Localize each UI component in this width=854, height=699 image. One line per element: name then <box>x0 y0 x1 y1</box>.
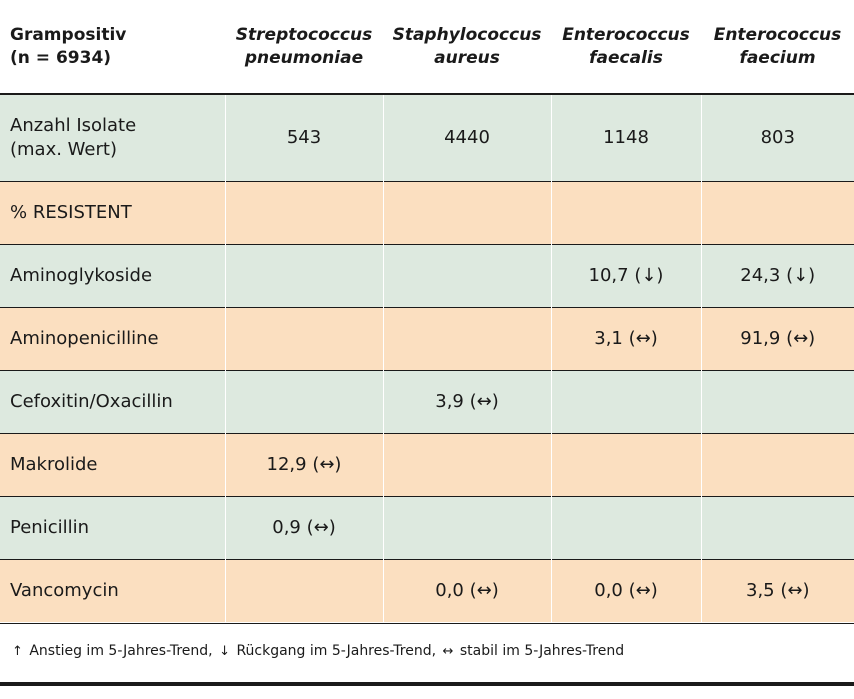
table-cell: 0,9 (↔) <box>224 496 383 559</box>
legend-up-text: Anstieg im 5-Jahres-Trend, <box>29 643 213 659</box>
header-species-2: Staphylococcus aureus <box>383 0 551 94</box>
table-cell <box>382 496 551 559</box>
section-label: % RESISTENT <box>10 201 132 223</box>
table-cell: 3,5 (↔) <box>700 559 854 622</box>
species-epithet: faecium <box>739 47 816 68</box>
table-cell: 3,1 (↔) <box>550 307 701 370</box>
table-cell <box>224 181 383 244</box>
header-species-1: Streptococcus pneumoniae <box>225 0 383 94</box>
table-cell <box>550 433 701 496</box>
arrow-down-icon: ↓ <box>219 643 230 659</box>
header-corner: Grampositiv (n = 6934) <box>0 0 225 94</box>
table-cell <box>382 181 551 244</box>
table-row: Penicillin 0,9 (↔) <box>0 496 854 559</box>
row-label: Makrolide <box>10 453 98 475</box>
table-row-isolates: Anzahl Isolate (max. Wert) 543 4440 1148… <box>0 94 854 181</box>
table-cell: 0,0 (↔) <box>382 559 551 622</box>
species-genus: Streptococcus <box>235 24 373 45</box>
row-label: Cefoxitin/Oxacillin <box>10 390 173 412</box>
table-cell <box>550 496 701 559</box>
table-cell: 1148 <box>550 94 701 181</box>
table-cell <box>224 370 383 433</box>
table-cell <box>700 433 854 496</box>
table-cell <box>700 181 854 244</box>
header-species-4: Enterococcus faecium <box>701 0 854 94</box>
table-cell <box>382 307 551 370</box>
table-row: Aminoglykoside 10,7 (↓) 24,3 (↓) <box>0 244 854 307</box>
row-label: Penicillin <box>10 516 90 538</box>
table-cell: 0,0 (↔) <box>550 559 701 622</box>
table-header: Grampositiv (n = 6934) Streptococcus pne… <box>0 0 854 94</box>
table-cell <box>550 370 701 433</box>
species-epithet: pneumoniae <box>244 47 364 68</box>
resistance-table: Grampositiv (n = 6934) Streptococcus pne… <box>0 0 854 622</box>
legend-footnote: ↑ Anstieg im 5-Jahres-Trend, ↓ Rückgang … <box>10 643 624 659</box>
table-row-section: % RESISTENT <box>0 181 854 244</box>
table-cell <box>224 307 383 370</box>
table-cell: 24,3 (↓) <box>700 244 854 307</box>
row-label: Aminoglykoside <box>10 264 153 286</box>
header-species-3: Enterococcus faecalis <box>551 0 701 94</box>
species-epithet: aureus <box>434 47 500 68</box>
table-cell <box>700 370 854 433</box>
table-cell <box>382 244 551 307</box>
header-corner-line1: Grampositiv <box>10 24 127 45</box>
table-body: Anzahl Isolate (max. Wert) 543 4440 1148… <box>0 94 854 622</box>
table-cell: 12,9 (↔) <box>224 433 383 496</box>
species-genus: Staphylococcus <box>392 24 542 45</box>
isolates-label-line2: (max. Wert) <box>10 138 117 160</box>
table-cell: 803 <box>700 94 854 181</box>
species-epithet: faecalis <box>589 47 663 68</box>
table-row: Makrolide 12,9 (↔) <box>0 433 854 496</box>
table-cell: 543 <box>224 94 383 181</box>
table-cell: 4440 <box>382 94 551 181</box>
row-label: Aminopenicilline <box>10 327 159 349</box>
table-row: Aminopenicilline 3,1 (↔) 91,9 (↔) <box>0 307 854 370</box>
row-label: Vancomycin <box>10 579 119 601</box>
legend-stable-text: stabil im 5-Jahres-Trend <box>459 643 625 659</box>
table-cell: 91,9 (↔) <box>700 307 854 370</box>
table-cell: 10,7 (↓) <box>550 244 701 307</box>
footer-divider <box>0 623 854 624</box>
table-row: Cefoxitin/Oxacillin 3,9 (↔) <box>0 370 854 433</box>
bottom-rule <box>0 682 854 686</box>
species-genus: Enterococcus <box>562 24 690 45</box>
table-cell <box>700 496 854 559</box>
species-genus: Enterococcus <box>713 24 842 45</box>
table-cell <box>550 181 701 244</box>
arrow-up-icon: ↑ <box>12 643 23 659</box>
table-cell <box>224 559 383 622</box>
arrow-both-icon: ↔ <box>442 643 454 659</box>
header-corner-line2: (n = 6934) <box>10 47 112 68</box>
table-cell: 3,9 (↔) <box>382 370 551 433</box>
table-cell <box>382 433 551 496</box>
table-row: Vancomycin 0,0 (↔) 0,0 (↔) 3,5 (↔) <box>0 559 854 622</box>
isolates-label: Anzahl Isolate (max. Wert) <box>0 94 225 181</box>
table-cell <box>224 244 383 307</box>
legend-down-text: Rückgang im 5-Jahres-Trend, <box>236 643 437 659</box>
isolates-label-line1: Anzahl Isolate <box>10 114 137 136</box>
